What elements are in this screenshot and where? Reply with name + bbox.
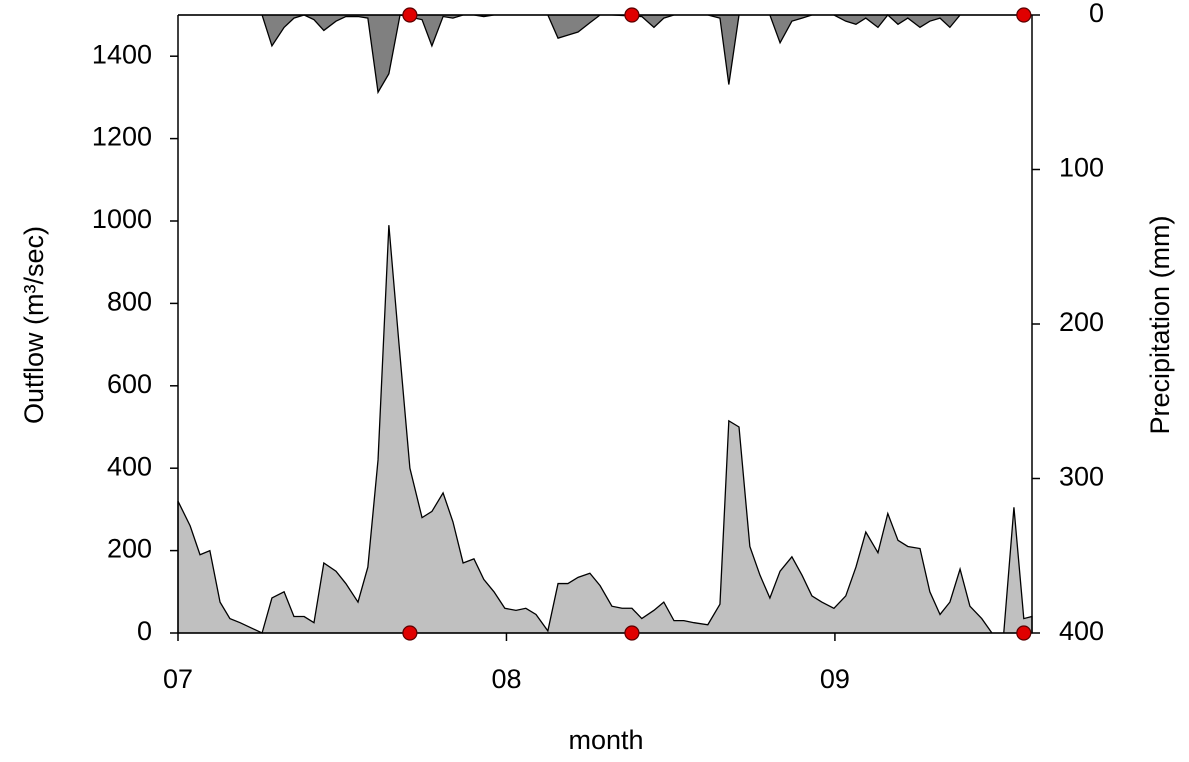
y2-tick-label: 100 bbox=[1059, 153, 1104, 183]
marker bbox=[624, 7, 640, 23]
marker bbox=[624, 625, 640, 641]
y2-axis-label: Precipitation (mm) bbox=[1145, 215, 1175, 434]
y-axis-label: Outflow (m³/sec) bbox=[19, 226, 49, 424]
area bbox=[177, 225, 1033, 634]
y-tick-label: 600 bbox=[107, 369, 152, 399]
y2-tick-label: 300 bbox=[1059, 462, 1104, 492]
x-axis-label: month bbox=[568, 725, 643, 755]
y-tick-label: 1000 bbox=[92, 204, 152, 234]
marker bbox=[1016, 625, 1032, 641]
y-tick-label: 1200 bbox=[92, 122, 152, 152]
marker bbox=[402, 7, 418, 23]
x-tick-label: 09 bbox=[820, 664, 850, 694]
marker bbox=[402, 625, 418, 641]
marker bbox=[1016, 7, 1032, 23]
y-tick-label: 800 bbox=[107, 287, 152, 317]
x-tick-label: 07 bbox=[163, 664, 193, 694]
x-tick-label: 08 bbox=[491, 664, 521, 694]
y-tick-label: 200 bbox=[107, 534, 152, 564]
y2-tick-label: 200 bbox=[1059, 307, 1104, 337]
y2-tick-label: 0 bbox=[1089, 0, 1104, 28]
y-tick-label: 400 bbox=[107, 451, 152, 481]
y-tick-label: 0 bbox=[137, 616, 152, 646]
area bbox=[178, 14, 1032, 95]
y2-tick-label: 400 bbox=[1059, 616, 1104, 646]
y-tick-label: 1400 bbox=[92, 39, 152, 69]
